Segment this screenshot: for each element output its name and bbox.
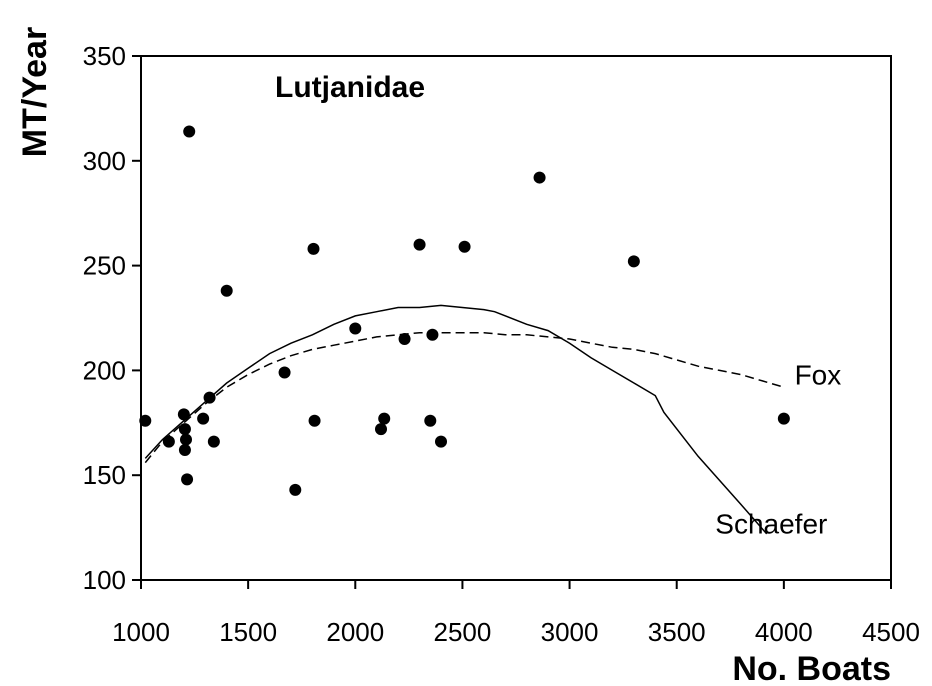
y-tick-label: 350 [83, 41, 126, 71]
data-point [178, 423, 191, 436]
data-point [162, 435, 175, 448]
x-tick-label: 2000 [326, 617, 384, 647]
schaefer-label: Schaefer [715, 508, 827, 539]
y-tick-label: 200 [83, 355, 126, 385]
plot-frame [140, 55, 892, 581]
data-point [139, 414, 152, 427]
data-point [289, 483, 302, 496]
y-tick-label: 150 [83, 460, 126, 490]
data-point [398, 332, 411, 345]
x-tick-label: 1500 [219, 617, 277, 647]
y-tick-label: 250 [83, 251, 126, 281]
data-point [177, 408, 190, 421]
data-point [413, 238, 426, 251]
schaefer-curve [144, 304, 768, 535]
data-point [349, 322, 362, 335]
data-point [435, 435, 447, 448]
data-point [278, 366, 291, 379]
data-point [307, 242, 320, 255]
data-point [375, 423, 387, 436]
data-point [180, 433, 192, 446]
data-point [207, 435, 220, 448]
data-point [220, 284, 233, 297]
data-point [378, 412, 391, 425]
x-tick-label: 2500 [434, 617, 492, 647]
x-tick-label: 4500 [862, 617, 920, 647]
x-tick-label: 1000 [112, 617, 170, 647]
x-axis-title: No. Boats [732, 650, 891, 686]
fox-label: Fox [795, 360, 842, 391]
data-point [308, 414, 321, 427]
data-point [426, 328, 439, 341]
x-tick-label: 3500 [648, 617, 706, 647]
data-point [424, 414, 437, 427]
chart-title: Lutjanidae [275, 71, 425, 104]
data-point [458, 240, 471, 253]
data-point [533, 171, 546, 184]
x-tick-label: 3000 [541, 617, 599, 647]
data-point [183, 125, 196, 138]
y-tick-label: 300 [83, 146, 126, 176]
data-point [777, 412, 790, 425]
data-point [203, 391, 216, 404]
y-axis-title: MT/Year [16, 27, 54, 157]
data-point [181, 473, 194, 486]
x-tick-label: 4000 [755, 617, 813, 647]
y-tick-label: 100 [83, 565, 126, 595]
fox-curve [144, 331, 785, 464]
data-point [197, 412, 210, 425]
data-point [627, 255, 640, 268]
data-point [178, 444, 191, 457]
